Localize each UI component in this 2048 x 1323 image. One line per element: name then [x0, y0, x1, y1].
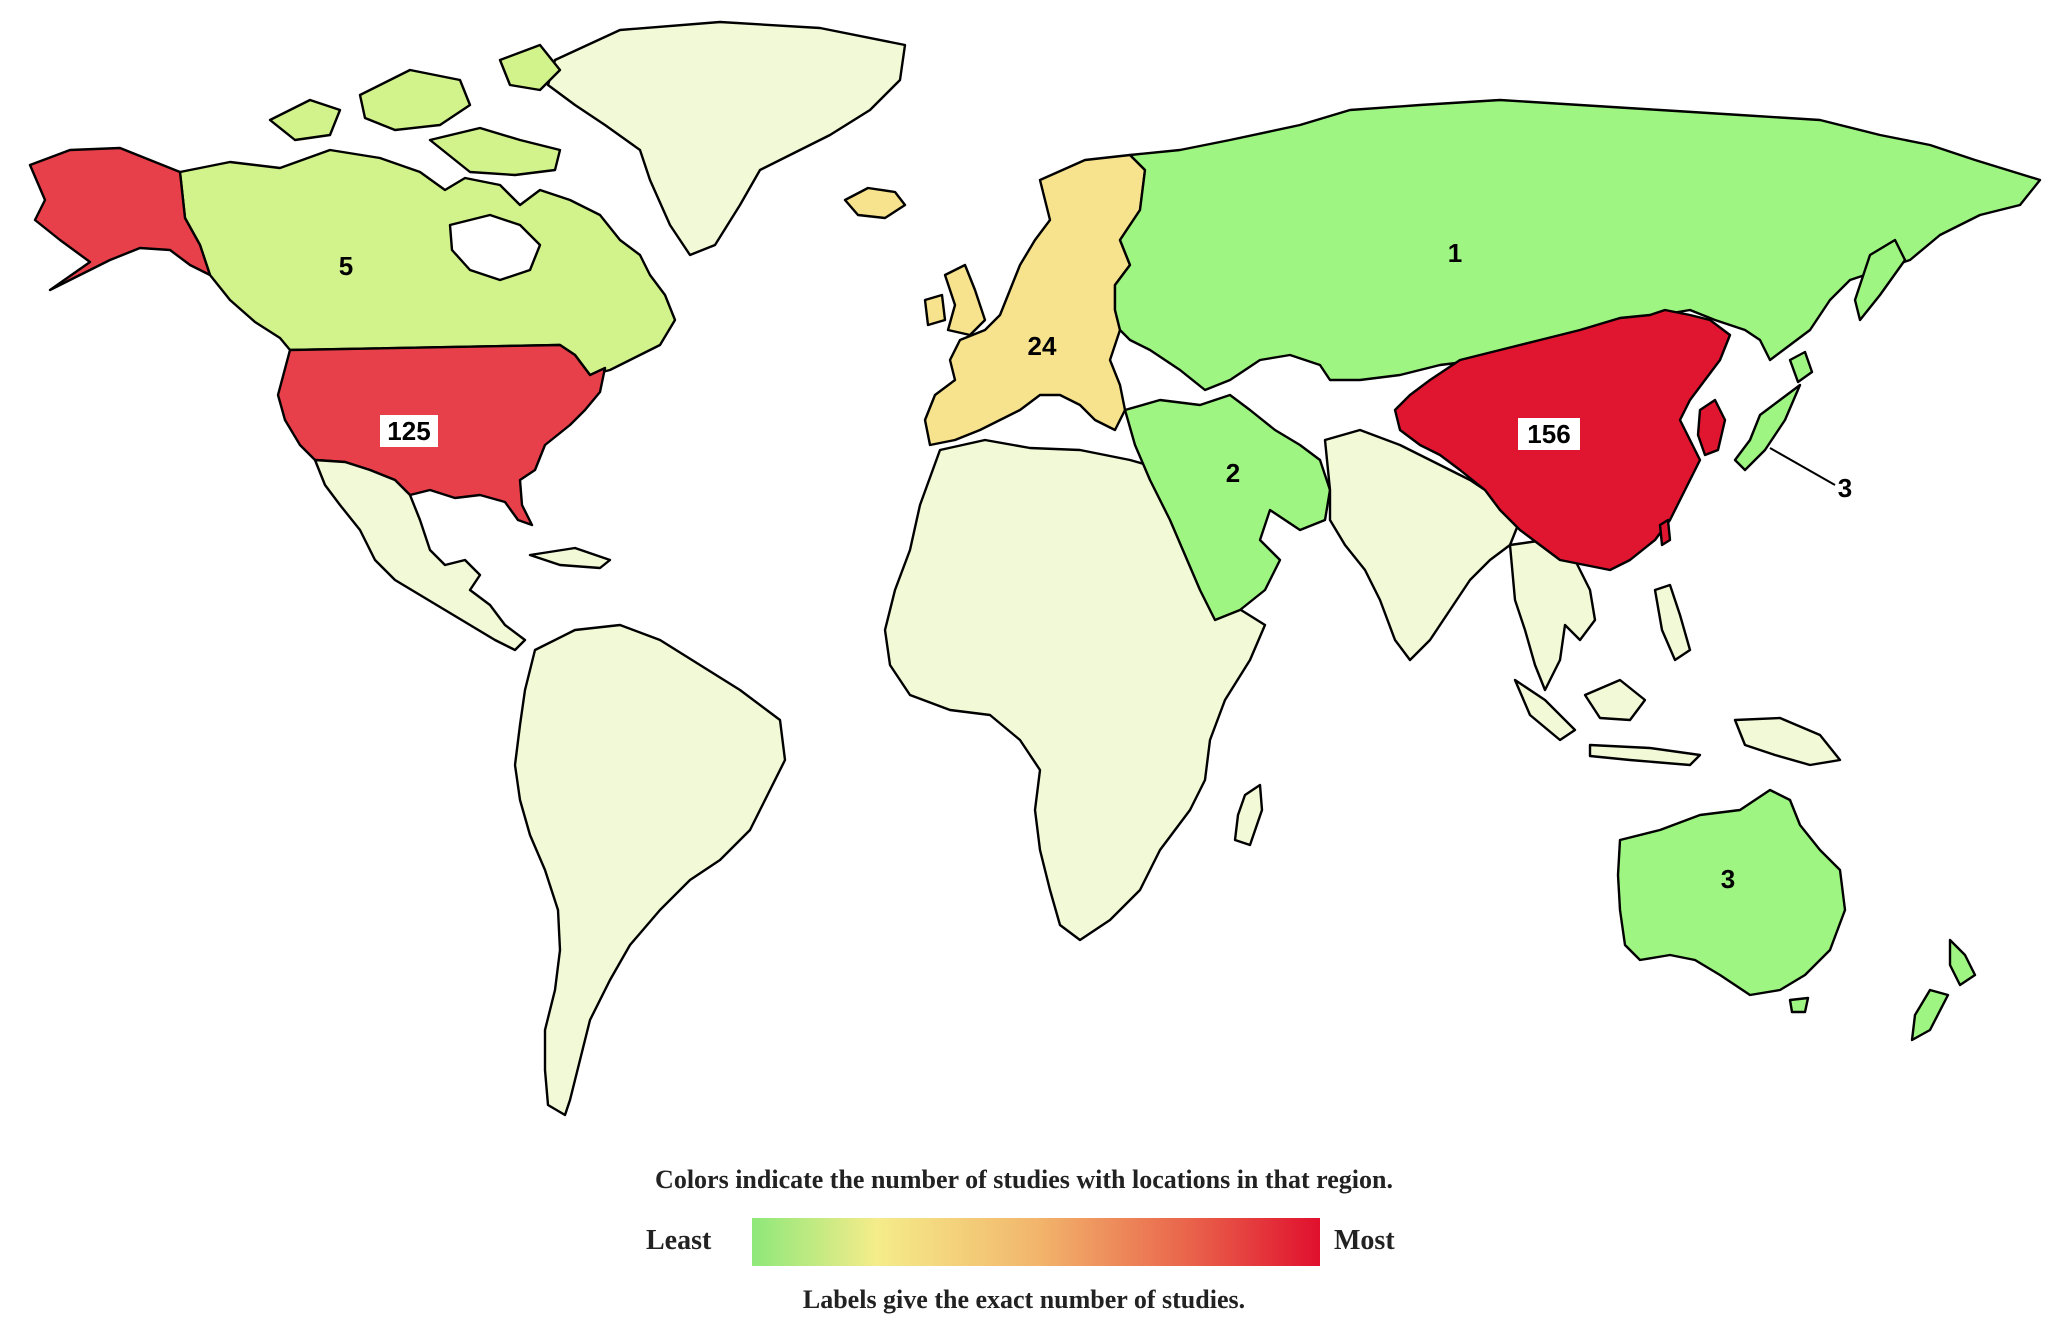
- legend-most-label: Most: [1334, 1225, 1395, 1256]
- label-united-states: 125: [380, 415, 438, 447]
- region-canada: [178, 148, 677, 377]
- region-indonesia-2: [1583, 678, 1647, 722]
- region-canada-arctic-1: [268, 98, 342, 142]
- region-greenland: [546, 20, 907, 257]
- count-japan: 3: [1838, 473, 1852, 503]
- legend-note: Labels give the exact number of studies.: [802, 1285, 1246, 1314]
- count-china: 156: [1527, 419, 1570, 449]
- count-australia: 3: [1721, 864, 1735, 894]
- count-europe: 24: [1028, 331, 1057, 361]
- count-middle-east: 2: [1226, 458, 1240, 488]
- label-japan: 3: [1838, 473, 1852, 503]
- region-russia-kamchatka: [1853, 238, 1907, 322]
- region-canada-arctic-4: [498, 43, 562, 92]
- region-mexico-central-america: [313, 458, 527, 652]
- region-cuba: [528, 546, 612, 570]
- label-middle-east: 2: [1226, 458, 1240, 488]
- label-russia: 1: [1448, 238, 1462, 268]
- legend-caption: Colors indicate the number of studies wi…: [655, 1165, 1393, 1194]
- region-ireland: [923, 293, 947, 327]
- region-madagascar: [1233, 783, 1264, 847]
- region-canada-arctic-3: [428, 126, 562, 177]
- count-united-states: 125: [387, 416, 430, 446]
- region-indonesia-3: [1588, 743, 1702, 767]
- region-russia: [1113, 98, 2042, 392]
- region-middle-east: [1123, 393, 1332, 622]
- label-europe: 24: [1028, 331, 1057, 361]
- region-uk: [943, 263, 987, 337]
- label-australia: 3: [1721, 864, 1735, 894]
- count-russia: 1: [1448, 238, 1462, 268]
- legend-least-label: Least: [646, 1225, 712, 1256]
- region-taiwan: [1658, 518, 1672, 547]
- region-alaska: [28, 146, 212, 292]
- region-indonesia-1: [1513, 678, 1577, 742]
- region-japan: [1733, 383, 1802, 472]
- region-south-asia: [1323, 428, 1522, 662]
- label-canada: 5: [339, 251, 353, 281]
- region-australia: [1616, 788, 1847, 997]
- region-japan-north: [1788, 350, 1814, 384]
- region-united-states: [276, 343, 607, 527]
- region-korea: [1696, 398, 1727, 457]
- region-new-zealand: [1910, 938, 1977, 1042]
- region-philippines: [1653, 583, 1692, 662]
- region-tasmania: [1788, 996, 1810, 1014]
- region-iceland: [843, 186, 907, 220]
- label-china: 156: [1518, 418, 1580, 450]
- hudson-bay: [448, 213, 542, 282]
- japan-leader-line: [1769, 447, 1836, 486]
- legend-color-scale: [752, 1218, 1320, 1266]
- region-south-america: [513, 623, 787, 1117]
- region-canada-arctic-2: [358, 68, 472, 132]
- count-canada: 5: [339, 251, 353, 281]
- region-new-guinea: [1733, 716, 1842, 767]
